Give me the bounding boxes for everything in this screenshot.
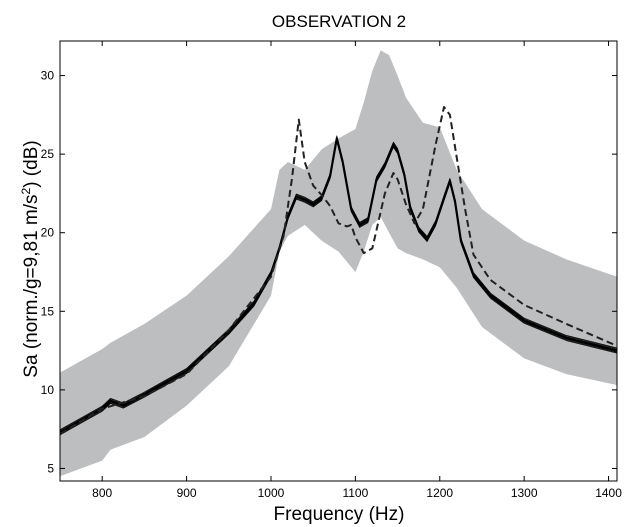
tick-layer: 800 900 1000 1100 1200 1300 1400 5 10 15 20 25 30 <box>41 41 622 500</box>
y-tick-label: 15 <box>41 304 55 318</box>
chart-title: OBSERVATION 2 <box>272 12 406 31</box>
x-tick-label: 900 <box>177 486 197 500</box>
y-tick-label: 25 <box>41 147 55 161</box>
plot-frame <box>59 40 618 482</box>
y-tick-label: 10 <box>41 383 55 397</box>
x-tick-label: 1300 <box>511 486 538 500</box>
y-axis-label: Sa (norm./g=9,81 m/s2) (dB) <box>19 140 42 377</box>
y-axis-label-tail: ) (dB) <box>21 140 42 188</box>
x-tick-label: 1100 <box>342 486 368 500</box>
y-tick-label: 30 <box>41 69 55 83</box>
y-axis-label-main: Sa (norm./g=9,81 m/s <box>21 194 42 377</box>
spread-band-area <box>60 50 617 477</box>
series-layer <box>59 106 618 436</box>
dashed-series-line <box>59 106 618 435</box>
x-tick-label: 800 <box>92 486 112 500</box>
y-tick-label: 20 <box>41 226 55 240</box>
x-tick-label: 1200 <box>426 486 453 500</box>
y-tick-label: 5 <box>47 461 54 475</box>
x-tick-label: 1400 <box>595 486 622 500</box>
x-tick-label: 1000 <box>258 486 285 500</box>
y-axis-label-superscript: 2 <box>19 187 33 194</box>
spread-band <box>60 50 617 477</box>
x-axis-label: Frequency (Hz) <box>274 504 405 525</box>
